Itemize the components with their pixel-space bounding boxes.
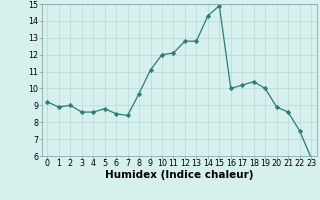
X-axis label: Humidex (Indice chaleur): Humidex (Indice chaleur)	[105, 170, 253, 180]
